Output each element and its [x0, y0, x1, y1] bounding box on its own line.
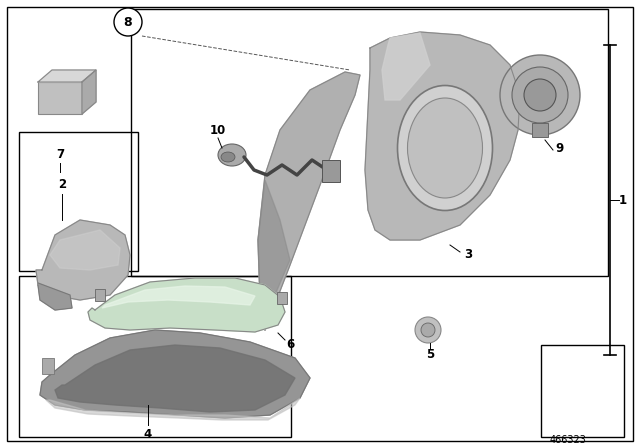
- Text: 6: 6: [286, 339, 294, 352]
- Polygon shape: [38, 283, 72, 310]
- Bar: [131, 9, 608, 276]
- Bar: [19, 276, 291, 437]
- Circle shape: [421, 323, 435, 337]
- Polygon shape: [82, 70, 96, 114]
- Bar: [322, 160, 340, 182]
- Bar: [541, 345, 624, 437]
- Polygon shape: [38, 70, 96, 82]
- Bar: [95, 289, 105, 301]
- Circle shape: [524, 79, 556, 111]
- Text: 7: 7: [56, 148, 64, 161]
- Polygon shape: [258, 72, 360, 330]
- Text: 9: 9: [556, 142, 564, 155]
- Bar: [42, 358, 54, 374]
- Circle shape: [114, 8, 142, 36]
- Polygon shape: [258, 180, 290, 330]
- Polygon shape: [88, 278, 285, 332]
- Bar: [19, 132, 138, 271]
- Text: 5: 5: [426, 349, 434, 362]
- Text: 2: 2: [58, 178, 66, 191]
- Ellipse shape: [408, 98, 483, 198]
- Polygon shape: [46, 398, 300, 420]
- Polygon shape: [102, 286, 255, 308]
- Text: 3: 3: [464, 249, 472, 262]
- Polygon shape: [382, 33, 430, 100]
- Polygon shape: [365, 32, 520, 240]
- Bar: [277, 292, 287, 304]
- Ellipse shape: [221, 152, 235, 162]
- Text: 8: 8: [124, 16, 132, 29]
- Ellipse shape: [218, 144, 246, 166]
- Text: 1: 1: [619, 194, 627, 207]
- Polygon shape: [36, 220, 130, 300]
- Circle shape: [512, 67, 568, 123]
- Text: 4: 4: [144, 428, 152, 441]
- Bar: [38, 82, 82, 114]
- Polygon shape: [50, 230, 120, 270]
- Polygon shape: [55, 345, 295, 412]
- Circle shape: [415, 317, 441, 343]
- Text: 466323: 466323: [550, 435, 586, 445]
- Polygon shape: [40, 330, 310, 418]
- Circle shape: [500, 55, 580, 135]
- Ellipse shape: [397, 86, 493, 211]
- Bar: [532, 123, 548, 137]
- Text: 10: 10: [210, 124, 226, 137]
